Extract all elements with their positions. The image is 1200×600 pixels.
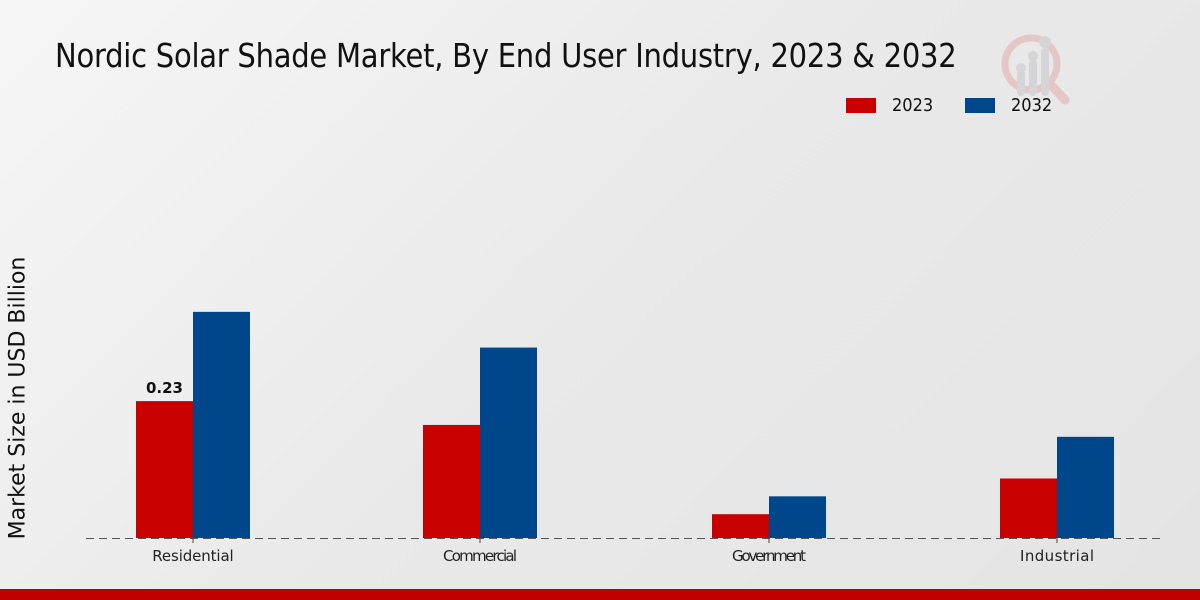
data-label-residential-2023: 0.23 (146, 379, 183, 397)
bar-commercial-2032 (480, 347, 537, 538)
bar-residential-2023 (136, 401, 193, 538)
bar-industrial-2023 (1000, 478, 1057, 538)
magnifier-bar-chart-icon (1001, 34, 1070, 105)
legend-item-2023: 2023 (846, 95, 938, 116)
bar-industrial-2032 (1057, 436, 1114, 538)
bar-government-2023 (712, 514, 769, 538)
footer-bar (0, 589, 1200, 600)
x-tick-label-industrial: Industrial (1020, 547, 1094, 565)
legend-swatch-2032 (965, 98, 995, 113)
chart-title: Nordic Solar Shade Market, By End User I… (55, 36, 957, 75)
bar-government-2032 (769, 496, 826, 538)
x-tick-label-commercial: Commercial (443, 547, 517, 565)
legend-label-2032: 2032 (1011, 95, 1053, 116)
bar-residential-2032 (193, 311, 250, 538)
x-tick-label-government: Government (732, 547, 806, 565)
legend-item-2032: 2032 (965, 95, 1057, 116)
legend-label-2023: 2023 (892, 95, 934, 116)
bar-commercial-2023 (423, 424, 480, 538)
x-tick-label-residential: Residential (152, 547, 233, 565)
legend-swatch-2023 (846, 98, 876, 113)
